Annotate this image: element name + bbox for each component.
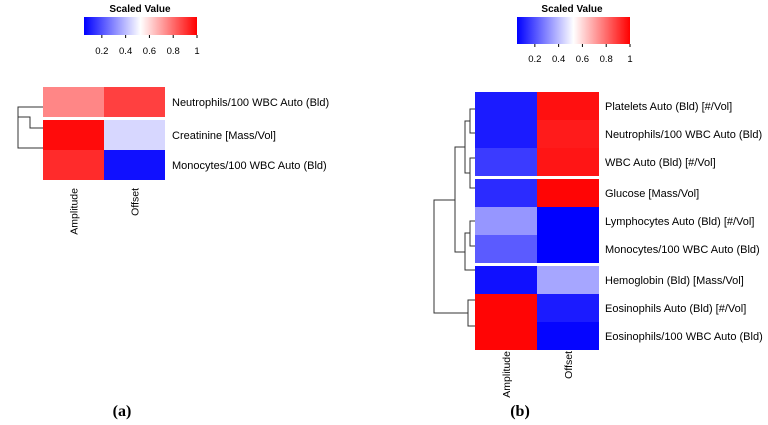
colorbar-tick-label: 0.4	[552, 54, 565, 65]
colorbar-title-a: Scaled Value	[109, 4, 171, 15]
heatmap-cell	[475, 207, 537, 235]
column-label: Offset	[563, 351, 575, 379]
column-label: Amplitude	[69, 188, 81, 235]
column-label: Amplitude	[501, 351, 513, 398]
heatmap-cell	[104, 150, 165, 180]
colorbar-tick-label: 0.8	[167, 46, 180, 57]
row-label: Monocytes/100 WBC Auto (Bld)	[172, 160, 327, 172]
row-label: Neutrophils/100 WBC Auto (Bld)	[605, 129, 762, 141]
heatmap-cell	[475, 235, 537, 263]
heatmap-cell	[43, 120, 104, 150]
heatmap-cell	[475, 120, 537, 148]
row-label: WBC Auto (Bld) [#/Vol]	[605, 157, 716, 169]
heatmap-cell	[537, 148, 599, 176]
colorbar-a	[84, 17, 197, 35]
heatmap-cell	[537, 266, 599, 294]
row-dendrogram-b	[433, 108, 475, 327]
colorbar-tick-label: 0.6	[143, 46, 156, 57]
row-label: Eosinophils Auto (Bld) [#/Vol]	[605, 303, 746, 315]
row-label: Creatinine [Mass/Vol]	[172, 130, 276, 142]
heatmap-cell	[537, 120, 599, 148]
row-dendrogram-a	[17, 106, 43, 149]
colorbar-title-b: Scaled Value	[541, 4, 603, 15]
heatmap-cell	[475, 92, 537, 120]
heatmap-cell	[537, 179, 599, 207]
heatmap-panel-a: Scaled Value 0.2 0.4 0.6 0.8 1 Neutrophils/1…	[17, 4, 329, 420]
heatmap-panel-b: Scaled Value 0.2 0.4 0.6 0.8 1 Platelets Aut…	[433, 4, 763, 420]
row-label: Platelets Auto (Bld) [#/Vol]	[605, 101, 732, 113]
heatmap-cell	[43, 87, 104, 117]
colorbar-b	[517, 17, 630, 44]
colorbar-tick-label: 0.8	[600, 54, 613, 65]
heatmap-cell	[475, 322, 537, 350]
heatmap-cell	[537, 294, 599, 322]
colorbar-tick-label: 1	[194, 46, 199, 57]
heatmap-cell	[537, 322, 599, 350]
row-label: Eosinophils/100 WBC Auto (Bld)	[605, 331, 763, 343]
heatmap-cell	[475, 148, 537, 176]
heatmap-cell	[475, 294, 537, 322]
heatmap-cell	[43, 150, 104, 180]
heatmap-cell	[537, 207, 599, 235]
row-label: Hemoglobin (Bld) [Mass/Vol]	[605, 275, 744, 287]
heatmap-cell	[537, 235, 599, 263]
heatmap-cell	[475, 179, 537, 207]
column-label: Offset	[130, 188, 142, 216]
colorbar-tick-label: 0.2	[95, 46, 108, 57]
colorbar-tick-label: 0.6	[576, 54, 589, 65]
heatmap-cell	[537, 92, 599, 120]
heatmap-cell	[104, 120, 165, 150]
colorbar-tick-label: 1	[627, 54, 632, 65]
row-label: Glucose [Mass/Vol]	[605, 188, 699, 200]
heatmap-cell	[475, 266, 537, 294]
heatmap-cell	[104, 87, 165, 117]
row-label: Lymphocytes Auto (Bld) [#/Vol]	[605, 216, 754, 228]
colorbar-tick-label: 0.2	[528, 54, 541, 65]
row-label: Neutrophils/100 WBC Auto (Bld)	[172, 97, 329, 109]
panel-label-a: (a)	[113, 403, 132, 420]
row-label: Monocytes/100 WBC Auto (Bld)	[605, 244, 760, 256]
colorbar-tick-label: 0.4	[119, 46, 132, 57]
panel-label-b: (b)	[510, 403, 530, 420]
